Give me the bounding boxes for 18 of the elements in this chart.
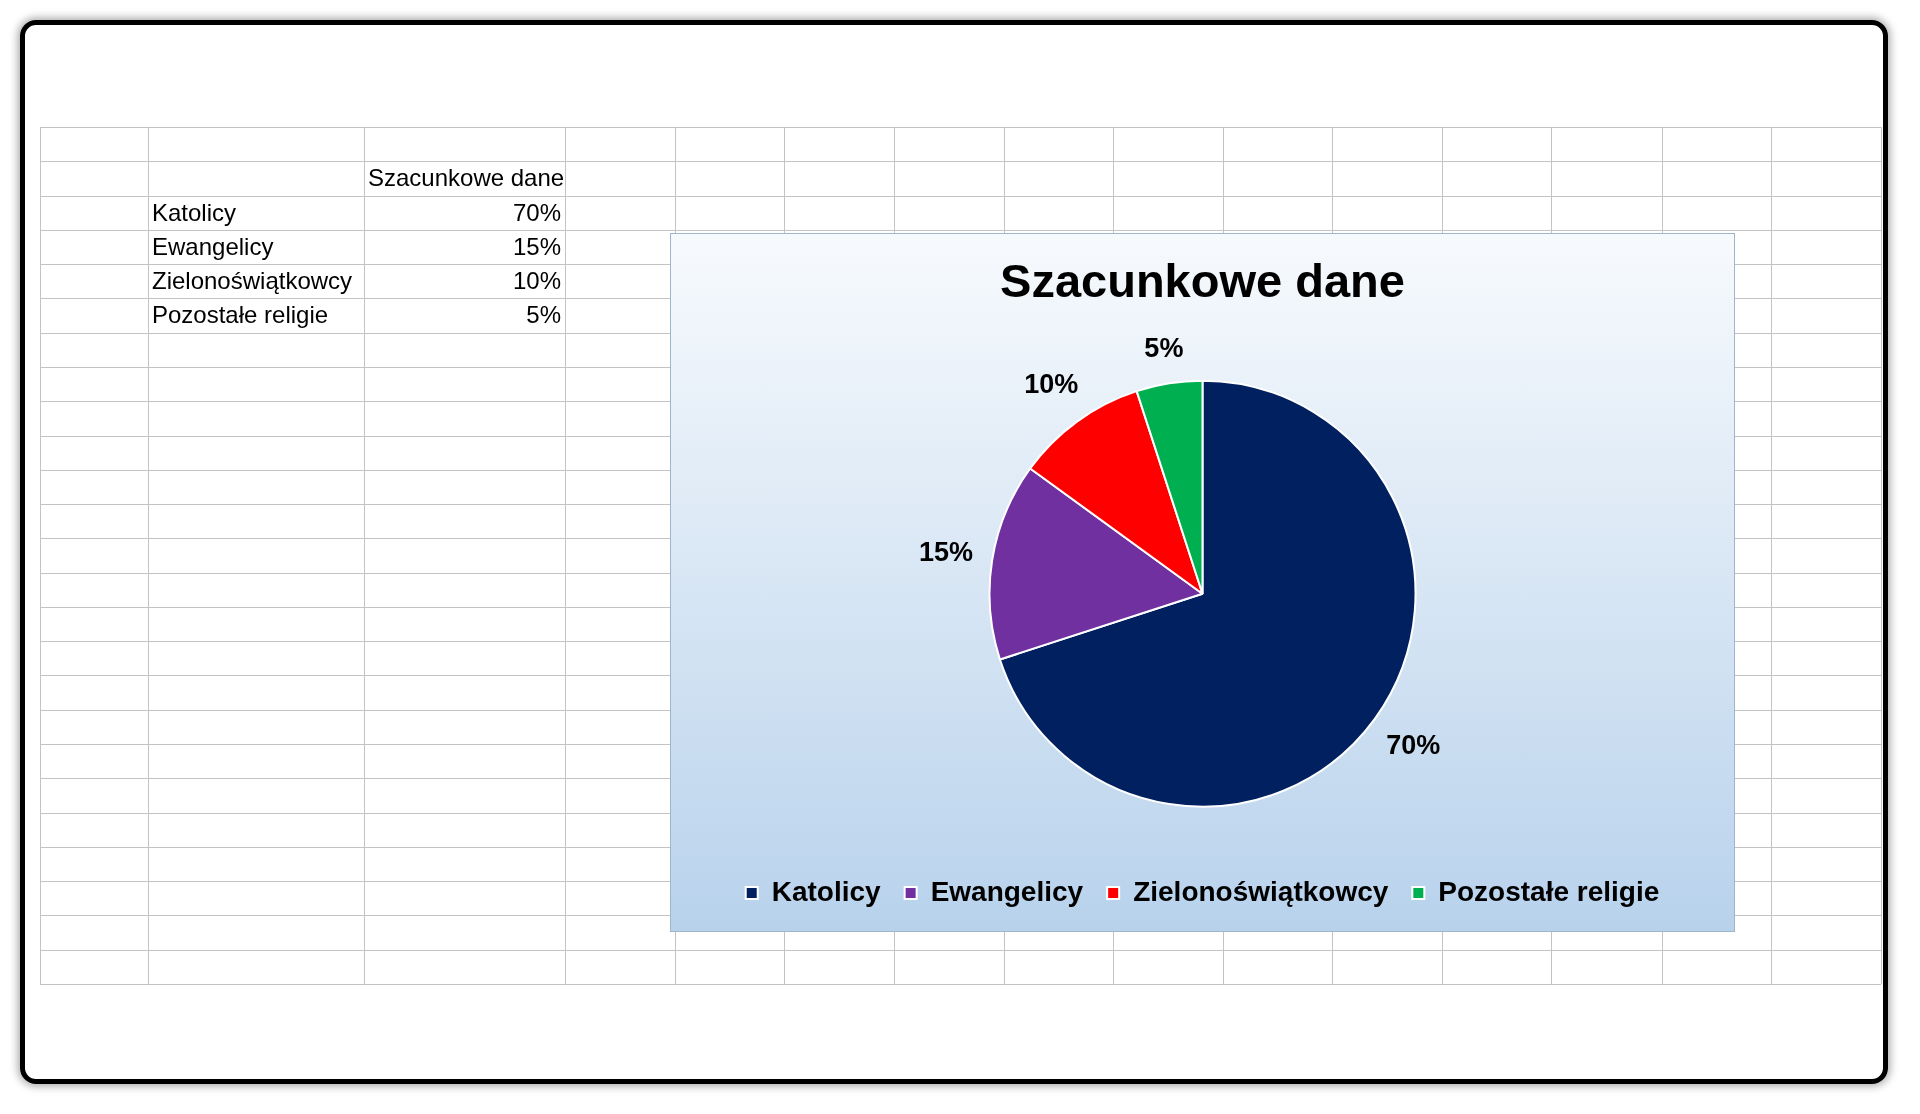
legend-label: Pozostałe religie [1438,875,1660,907]
legend-label: Katolicy [771,875,882,907]
category-label: Zielonoświątkowcy [152,267,353,295]
text: 15% [512,232,561,260]
legend-label: Ewangelicy [930,875,1084,907]
legend-label: Zielonoświątkowcy [1133,875,1389,907]
data-label: 15% [918,536,973,567]
text: 5% [526,301,561,329]
category-label: Ewangelicy [152,232,274,260]
category-label: Pozostałe religie [152,301,329,329]
chart-title: Szacunkowe dane [368,164,565,192]
category-label: Katolicy [152,198,237,226]
text: 70% [512,198,561,226]
text: 10% [512,267,561,295]
chart-title: Szacunkowe dane [1000,254,1405,308]
data-label: 5% [1144,333,1184,364]
data-label: 70% [1386,730,1441,761]
data-label: 10% [1024,368,1079,399]
